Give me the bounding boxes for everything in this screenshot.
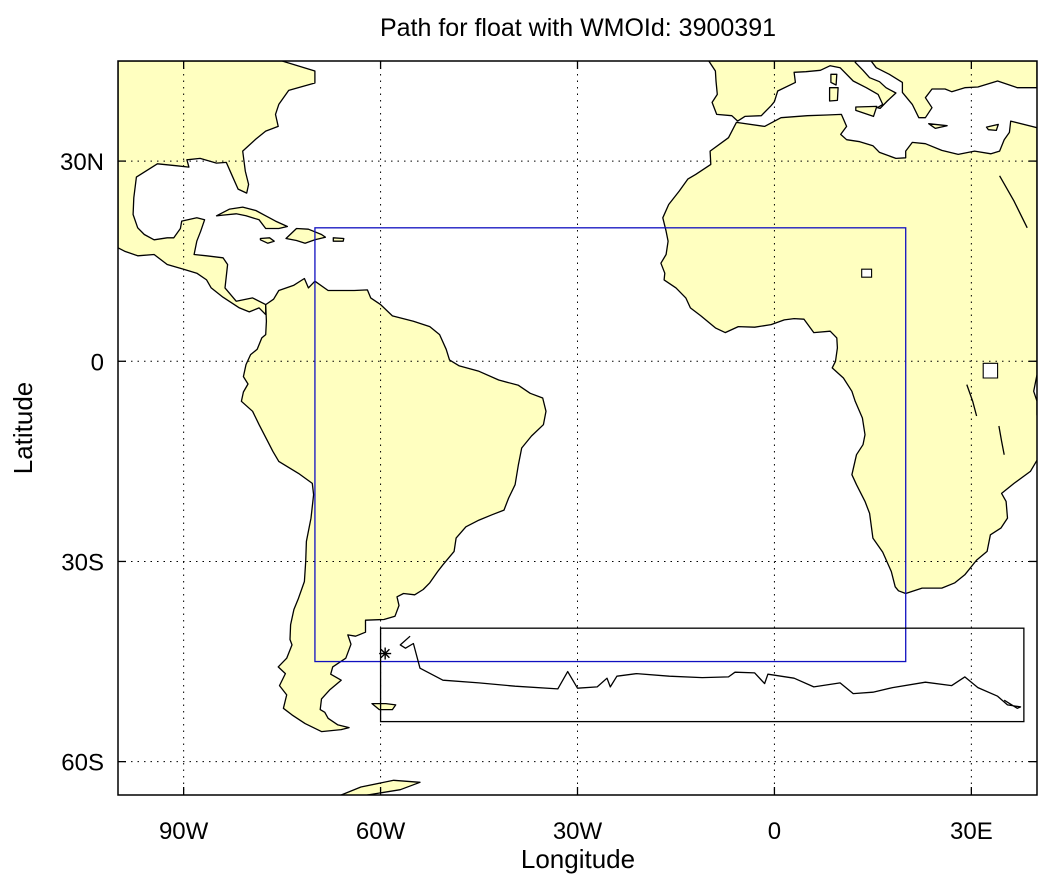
land-crete: [928, 123, 948, 130]
land-north-america: [118, 61, 316, 316]
land-jamaica: [259, 237, 275, 244]
x-tick-label: 90W: [159, 818, 209, 845]
land-corsica: [830, 73, 838, 86]
lake-tanganyika: [966, 384, 978, 417]
y-axis-label: Latitude: [8, 382, 38, 475]
x-axis-ticks: 90W 60W 30W 0 30E: [159, 61, 993, 845]
land-sicily: [855, 105, 878, 118]
y-tick-label: 0: [91, 349, 104, 376]
y-axis-ticks: 30N 0 30S 60S: [60, 149, 1037, 777]
land-masses: [118, 61, 1037, 795]
float-track: [399, 635, 1022, 709]
region-box: [314, 227, 907, 663]
y-tick-label: 30S: [61, 549, 104, 576]
lake-malawi: [998, 425, 1005, 455]
land-cyprus: [985, 123, 999, 132]
land-falklands: [371, 702, 397, 711]
x-tick-label: 60W: [356, 818, 406, 845]
red-sea-shore: [999, 175, 1028, 229]
x-tick-label: 30W: [553, 818, 603, 845]
land-puerto-rico: [332, 237, 345, 242]
track-box: [379, 627, 1025, 723]
lake-victoria: [982, 362, 999, 379]
land-iberia: [708, 61, 1037, 122]
land-south-america: [240, 277, 547, 733]
map-title: Path for float with WMOId: 3900391: [380, 14, 776, 42]
lake-chad: [861, 268, 873, 278]
x-tick-label: 30E: [950, 818, 993, 845]
y-tick-label: 60S: [61, 750, 104, 777]
x-tick-label: 0: [768, 818, 781, 845]
land-cuba: [215, 206, 289, 230]
land-africa-eurasia: [660, 113, 1037, 595]
start-asterisk-marker: [379, 647, 392, 660]
y-tick-label: 30N: [60, 149, 104, 176]
x-axis-label: Longitude: [521, 844, 635, 874]
land-sardinia: [828, 87, 839, 102]
